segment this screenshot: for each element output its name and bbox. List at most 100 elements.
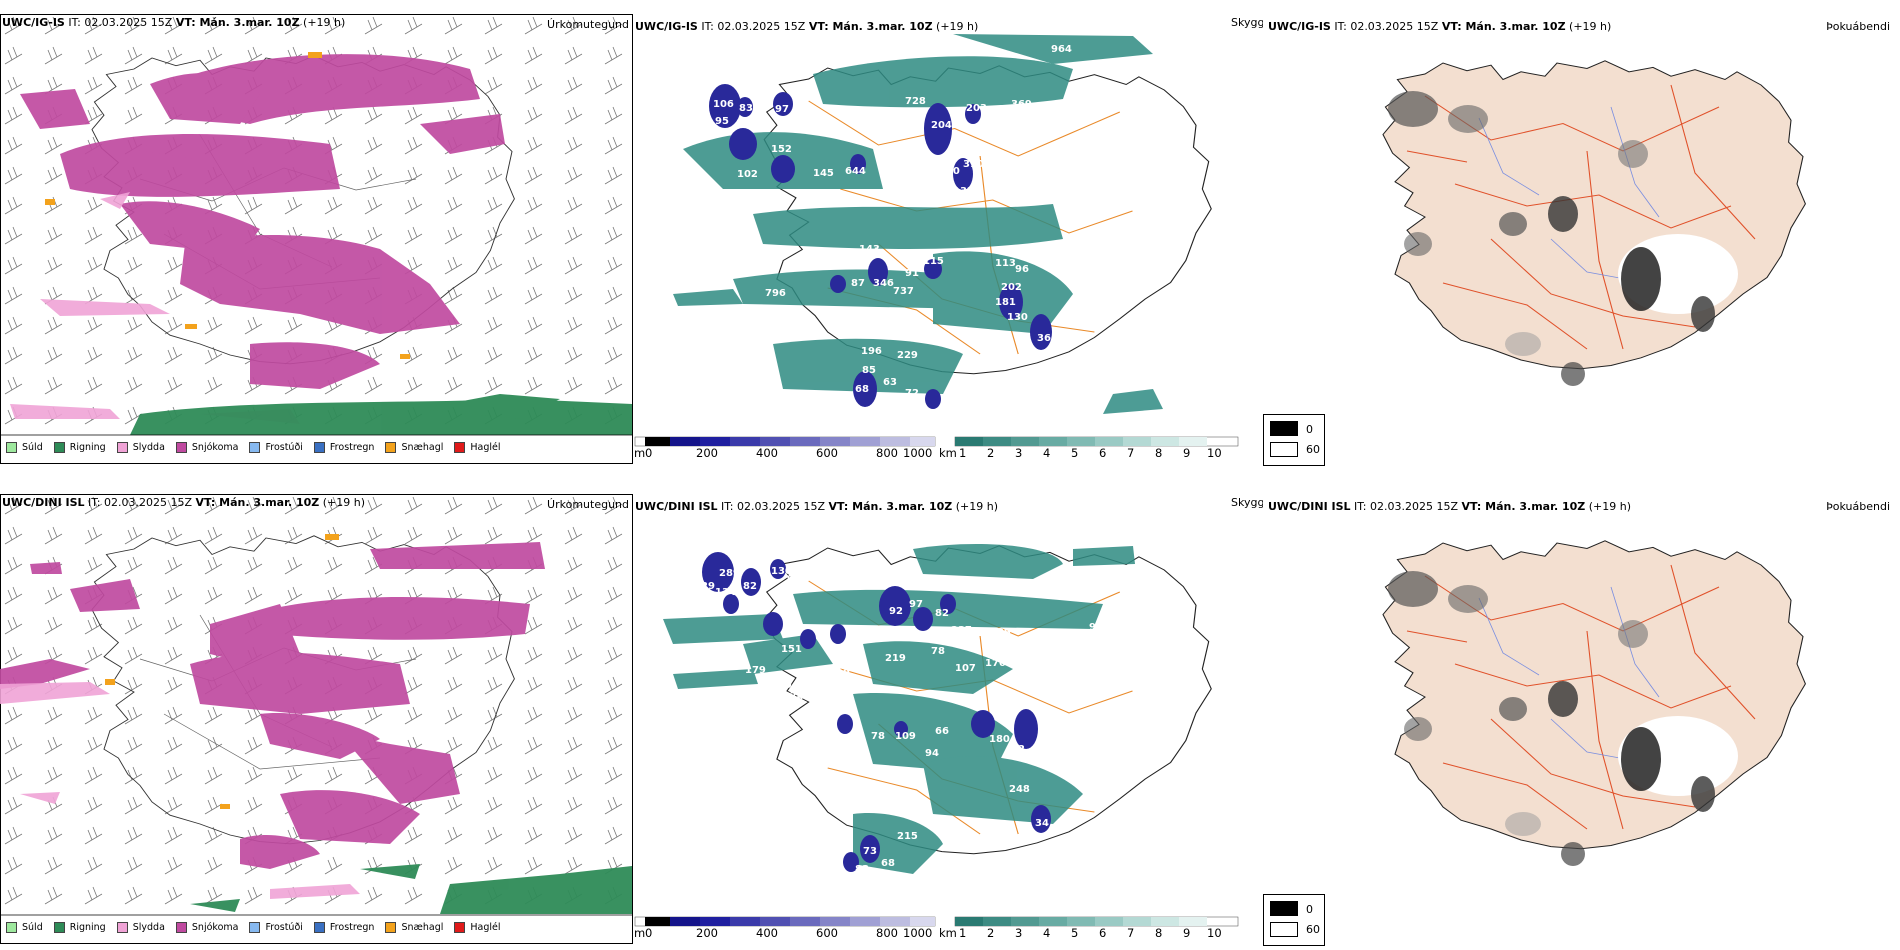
legend-item: Rigning [53,442,106,453]
cloud-tick: 7 [1127,926,1135,940]
fog-title-bottom: UWC/DINI ISL IT: 02.03.2025 15Z VT: Mán.… [1268,500,1631,513]
level-label: 644 [845,166,866,177]
cloud-tick: 1 [959,926,967,940]
level-label: 95 [715,116,729,127]
level-label: 179 [745,665,766,676]
icing-tick: 400 [756,926,778,940]
precip-legend-bottom: Súld Rigning Slydda Snjókoma Frostúði Fr… [6,922,512,933]
cloud-tick: 8 [1155,446,1163,460]
icing-unit-top: m [634,446,646,460]
level-label: 68 [855,384,869,395]
level-label: 96 [1015,264,1029,275]
legend-item: Slydda [116,442,165,453]
level-label: 521 [987,181,1008,192]
cloud-tick: 3 [1015,446,1023,460]
icing-labels-bottom: 573 948 134 82 29 289 130 92 97 82 237 9… [701,536,1162,875]
level-label: 87 [851,278,865,289]
cloud-tick: 3 [1015,926,1023,940]
legend-item: Snjókoma [175,922,238,933]
level-label: 83 [739,103,753,114]
level-label: 115 [923,256,944,267]
level-label: 737 [893,286,914,297]
cloud-tick: 6 [1099,446,1107,460]
cloud-tick: 1 [959,446,967,460]
fog-key-swatch-black [1270,901,1298,916]
legend-item: Súld [6,922,43,933]
cloud-map-bottom: 573 948 134 82 29 289 130 92 97 82 237 9… [634,536,1239,927]
icing-labels-top: 964 728 203 369 106 83 97 905 95 204 87 … [655,44,1072,399]
icing-tick: 0 [645,926,653,940]
icing-tick: 1000 [903,446,933,460]
precip-map-top [0,14,633,464]
legend-item: Snjókoma [175,442,238,453]
level-label: 328 [777,309,798,320]
level-label: 97 [909,599,923,610]
level-label: 107 [955,663,976,674]
cloud-unit-top: km [939,446,957,460]
level-label: 87 [931,156,945,167]
level-label: 948 [787,574,808,585]
cloud-param-bottom: Skyggni [1231,496,1263,509]
precip-legend-top: Súld Rigning Slydda Snjókoma Frostúði Fr… [6,442,512,453]
level-label: 62 [1011,744,1025,755]
cloud-title-top: UWC/IG-IS IT: 02.03.2025 15Z VT: Mán. 3.… [635,20,979,33]
icing-tick: 600 [816,446,838,460]
precip-map-bottom [0,494,633,944]
legend-item: Frostúði [249,442,303,453]
level-label: 430 [711,190,732,201]
level-label: 728 [905,96,926,107]
legend-item: Frostregn [313,442,374,453]
level-label: 63 [883,377,897,388]
cloud-tick: 2 [987,926,995,940]
level-label: 202 [895,768,916,779]
level-label: 130 [1007,312,1028,323]
level-label: 34 [1035,818,1049,829]
fog-title-top: UWC/IG-IS IT: 02.03.2025 15Z VT: Mán. 3.… [1268,20,1612,33]
precip-panel-top: UWC/IG-IS IT: 02.03.2025 15Z VT: Mán. 3.… [0,14,633,464]
icing-tick: 800 [876,446,898,460]
level-label: 143 [859,244,880,255]
level-label: 140 [1141,622,1162,633]
precip-title-top: UWC/IG-IS IT: 02.03.2025 15Z VT: Mán. 3.… [2,16,346,29]
level-label: 204 [931,120,952,131]
fog-map-top [1382,60,1807,386]
cloud-unit-bottom: km [939,926,957,940]
level-label: 524 [655,159,676,170]
level-label: 78 [931,646,945,657]
precip-title-bottom: UWC/DINI ISL IT: 02.03.2025 15Z VT: Mán.… [2,496,365,509]
cloud-tick: 6 [1099,926,1107,940]
level-label: 78 [871,731,885,742]
cloud-title-bottom: UWC/DINI ISL IT: 02.03.2025 15Z VT: Mán.… [635,500,998,513]
icing-tick: 800 [876,926,898,940]
cloud-colorbar-bottom [954,916,1239,927]
icing-tick: 200 [696,446,718,460]
icing-colorbar-bottom [634,916,936,927]
cloud-tick: 7 [1127,446,1135,460]
cloud-tick: 8 [1155,926,1163,940]
cloud-tick: 4 [1043,926,1051,940]
level-label: 215 [897,831,918,842]
level-label: 248 [1009,784,1030,795]
fog-key-top: 0 60 [1263,414,1325,466]
cloud-colorbar-top [954,436,1239,447]
fog-map-bottom [1382,540,1807,866]
level-label: 176 [985,658,1006,669]
level-label: 289 [719,568,740,579]
icing-tick: 400 [756,446,778,460]
precip-param-bottom: Úrkomutegund [547,498,629,511]
legend-item: Slydda [116,922,165,933]
level-label: 97 [775,104,789,115]
cloud-tick: 2 [987,446,995,460]
level-label: 202 [1001,282,1022,293]
fog-key-label: 0 [1306,903,1313,916]
cloud-param-top: Skyggni [1231,16,1263,29]
level-label: 152 [771,144,792,155]
legend-item: Snæhagl [385,922,443,933]
level-label: 369 [1011,99,1032,110]
cloud-tick: 5 [1071,926,1079,940]
level-label: 83 [855,864,869,875]
level-label: 113 [995,258,1016,269]
level-label: 130 [771,566,792,577]
precip-panel-bottom: UWC/DINI ISL IT: 02.03.2025 15Z VT: Mán.… [0,494,633,944]
level-label: 229 [897,350,918,361]
